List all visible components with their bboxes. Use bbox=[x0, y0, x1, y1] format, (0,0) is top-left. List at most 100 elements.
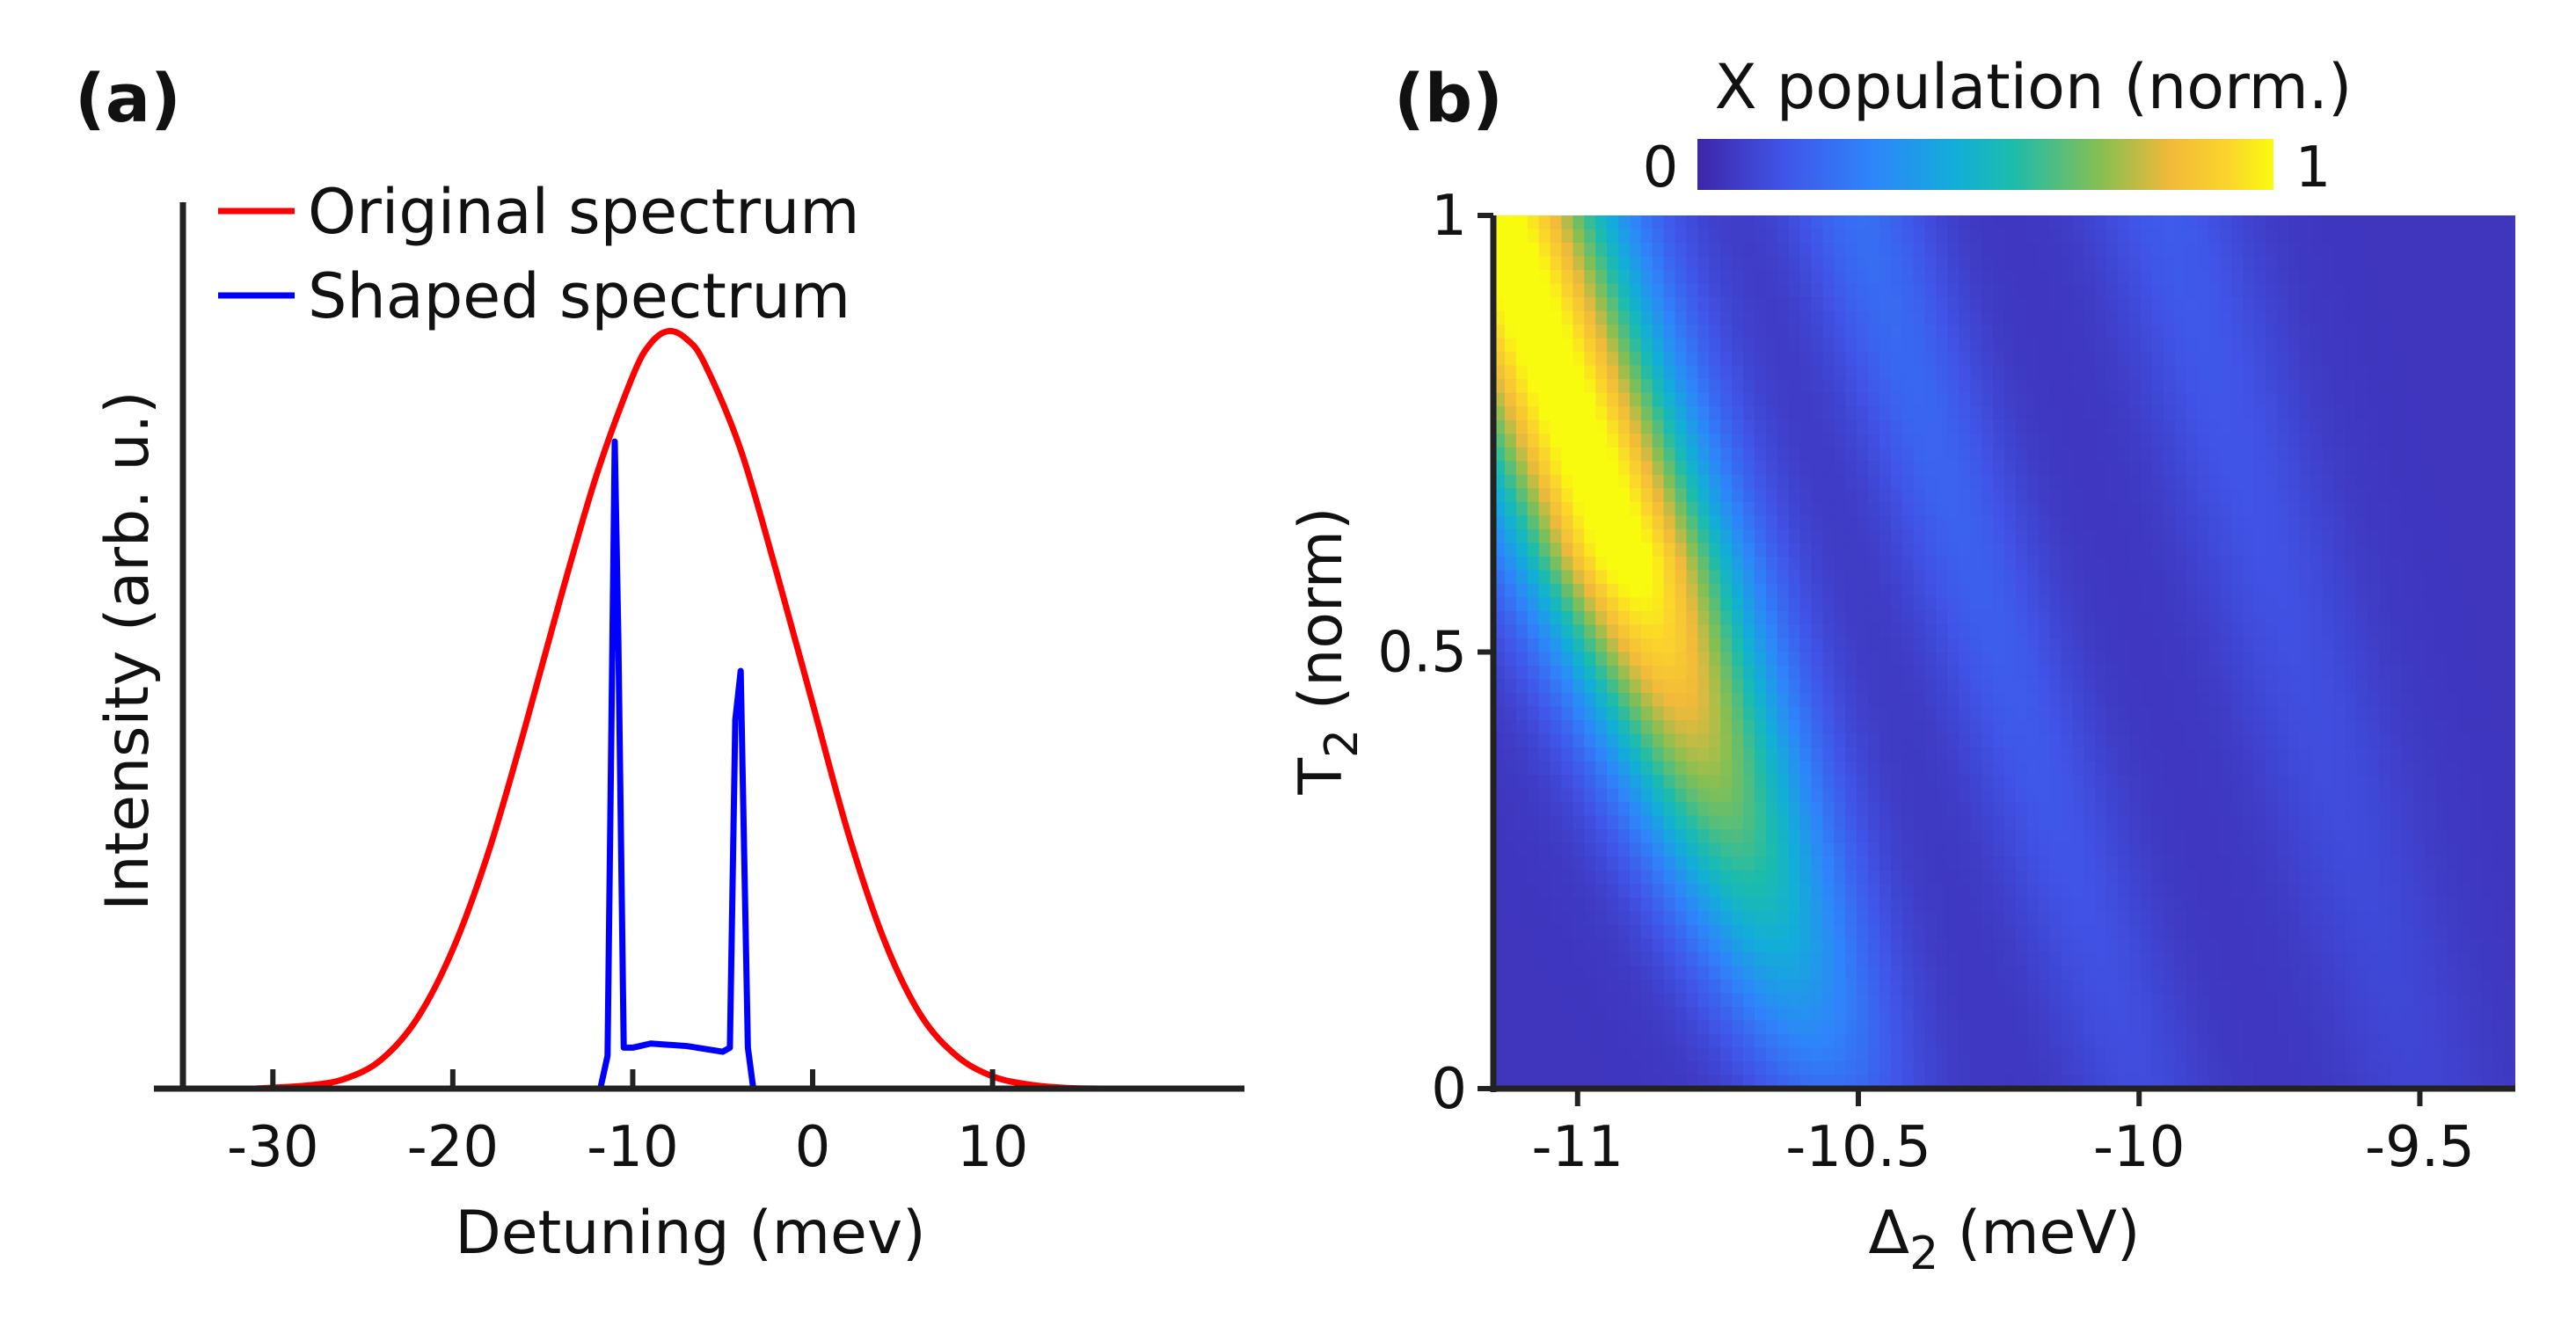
heatmap-cell bbox=[2345, 352, 2358, 367]
heatmap-cell bbox=[2095, 256, 2107, 271]
heatmap-cell bbox=[2265, 720, 2278, 735]
heatmap-cell bbox=[2322, 747, 2335, 762]
heatmap-cell bbox=[1732, 352, 1744, 367]
heatmap-cell bbox=[1538, 938, 1551, 953]
heatmap-cell bbox=[2310, 352, 2324, 367]
heatmap-cell bbox=[1686, 270, 1699, 285]
heatmap-cell bbox=[2435, 679, 2448, 694]
heatmap-cell bbox=[1754, 924, 1767, 940]
heatmap-cell bbox=[1754, 215, 1767, 230]
heatmap-cell bbox=[2458, 501, 2471, 517]
heatmap-cell bbox=[2470, 720, 2483, 735]
heatmap-cell bbox=[2368, 243, 2380, 258]
legend-label-shaped: Shaped spectrum bbox=[308, 260, 850, 332]
heatmap-cell bbox=[2083, 256, 2097, 271]
heatmap-cell bbox=[1777, 243, 1790, 258]
heatmap-cell bbox=[2379, 842, 2391, 858]
heatmap-cell bbox=[2322, 434, 2335, 448]
heatmap-cell bbox=[1868, 802, 1880, 817]
heatmap-cell bbox=[1970, 229, 1982, 244]
heatmap-cell bbox=[1981, 570, 1994, 585]
heatmap-cell bbox=[1697, 324, 1711, 339]
heatmap-cell bbox=[1561, 597, 1574, 612]
heatmap-cell bbox=[1924, 461, 1937, 476]
heatmap-cell bbox=[2379, 270, 2391, 285]
heatmap-cell bbox=[2140, 583, 2153, 599]
heatmap-cell bbox=[1913, 693, 1926, 708]
heatmap-cell bbox=[2424, 447, 2437, 463]
heatmap-cell bbox=[1890, 624, 1903, 639]
heatmap-cell bbox=[2401, 528, 2414, 544]
heatmap-cell bbox=[2379, 624, 2391, 639]
heatmap-cell bbox=[2106, 379, 2119, 394]
heatmap-cell bbox=[1618, 829, 1631, 844]
heatmap-cell bbox=[1788, 243, 1801, 258]
heatmap-cell bbox=[1811, 775, 1824, 790]
heatmap-cell bbox=[2038, 951, 2051, 967]
heatmap-cell bbox=[1720, 856, 1733, 871]
heatmap-cell bbox=[1765, 924, 1778, 940]
heatmap-cell bbox=[1924, 720, 1937, 735]
heatmap-cell bbox=[2083, 583, 2097, 599]
heatmap-cell bbox=[1527, 788, 1540, 803]
heatmap-cell bbox=[1515, 352, 1529, 367]
heatmap-cell bbox=[1527, 310, 1540, 325]
heatmap-cell bbox=[1845, 829, 1857, 844]
heatmap-cell bbox=[2345, 501, 2358, 517]
heatmap-cell bbox=[1527, 501, 1540, 517]
heatmap-cell bbox=[2129, 652, 2142, 667]
heatmap-cell bbox=[2220, 392, 2233, 408]
heatmap-cell bbox=[2390, 624, 2403, 639]
heatmap-cell bbox=[2379, 556, 2391, 572]
heatmap-cell bbox=[1924, 829, 1937, 844]
heatmap-cell bbox=[2129, 597, 2142, 612]
heatmap-cell bbox=[1709, 392, 1722, 408]
heatmap-cell bbox=[1584, 775, 1596, 790]
heatmap-cell bbox=[1845, 365, 1857, 380]
heatmap-cell bbox=[1981, 597, 1994, 612]
heatmap-cell bbox=[2333, 352, 2346, 367]
heatmap-cell bbox=[2447, 610, 2460, 626]
heatmap-cell bbox=[1652, 679, 1665, 694]
heatmap-cell bbox=[2004, 733, 2017, 748]
heatmap-cell bbox=[2151, 597, 2164, 612]
heatmap-cell bbox=[1765, 720, 1778, 735]
heatmap-cell bbox=[1868, 243, 1880, 258]
heatmap-cell bbox=[1573, 406, 1586, 421]
heatmap-cell bbox=[2504, 570, 2515, 585]
heatmap-cell bbox=[2174, 379, 2187, 394]
heatmap-cell bbox=[2299, 775, 2312, 790]
heatmap-cell bbox=[1936, 270, 1949, 285]
heatmap-cell bbox=[2083, 229, 2097, 244]
heatmap-cell bbox=[1732, 256, 1744, 271]
heatmap-cell bbox=[2243, 610, 2255, 626]
heatmap-cell bbox=[1743, 352, 1755, 367]
heatmap-cell bbox=[2288, 842, 2301, 858]
heatmap-cell bbox=[2129, 870, 2142, 885]
heatmap-cell bbox=[1981, 501, 1994, 517]
heatmap-cell bbox=[2015, 310, 2028, 325]
heatmap-cell bbox=[2231, 556, 2244, 572]
heatmap-cell bbox=[2106, 802, 2119, 817]
heatmap-cell bbox=[1788, 679, 1801, 694]
heatmap-cell bbox=[2106, 652, 2119, 667]
heatmap-cell bbox=[1879, 610, 1892, 626]
heatmap-cell bbox=[1663, 666, 1676, 681]
heatmap-cell bbox=[2379, 802, 2391, 817]
heatmap-cell bbox=[1629, 392, 1642, 408]
heatmap-cell bbox=[2481, 379, 2493, 394]
heatmap-cell bbox=[2310, 610, 2324, 626]
heatmap-cell bbox=[2322, 666, 2335, 681]
heatmap-cell bbox=[1947, 610, 1960, 626]
heatmap-cell bbox=[1970, 679, 1982, 694]
heatmap-cell bbox=[1993, 951, 2005, 967]
heatmap-cell bbox=[1686, 897, 1699, 913]
heatmap-cell bbox=[1993, 543, 2005, 557]
heatmap-cell bbox=[2220, 215, 2233, 230]
heatmap-cell bbox=[2118, 679, 2130, 694]
heatmap-cell bbox=[1709, 815, 1722, 831]
heatmap-cell bbox=[2504, 747, 2515, 762]
heatmap-cell bbox=[2083, 679, 2097, 694]
heatmap-cell bbox=[1993, 474, 2005, 490]
heatmap-cell bbox=[2299, 884, 2312, 899]
